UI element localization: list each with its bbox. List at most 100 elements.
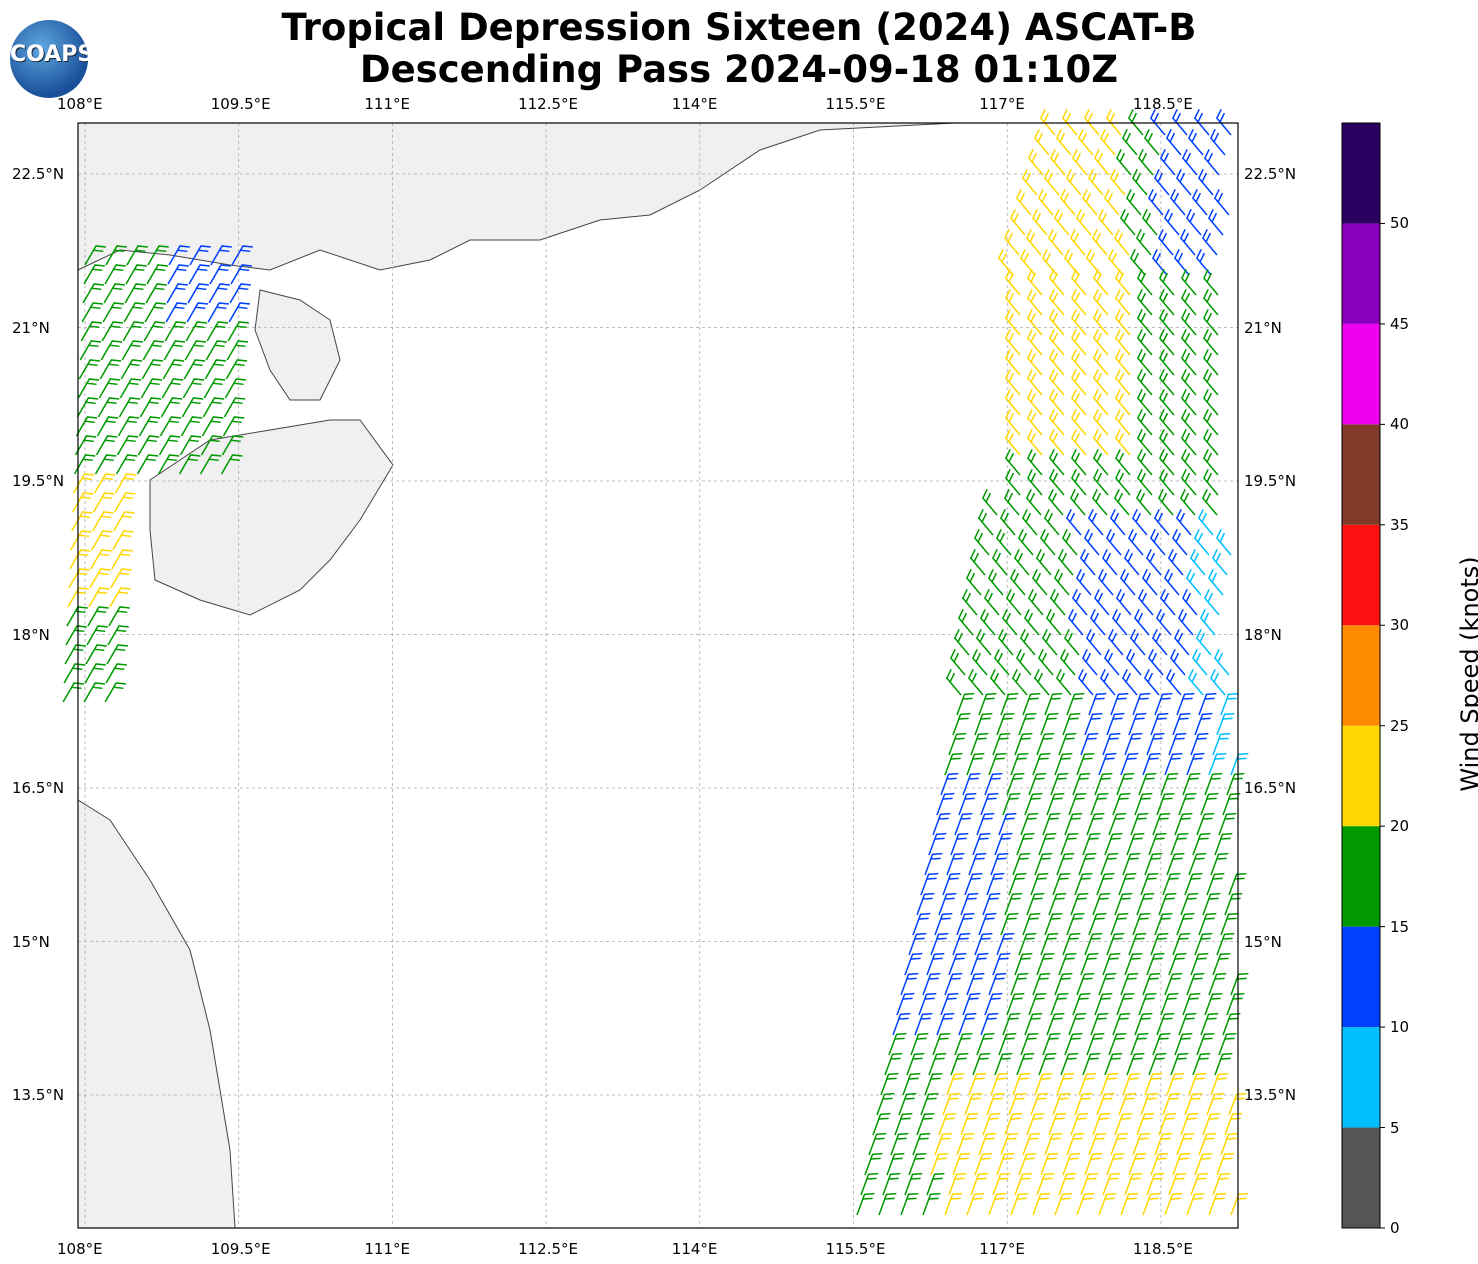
wind-barb [978,1132,997,1156]
wind-barb [1186,752,1205,776]
wind-barb [1181,148,1198,176]
wind-barb [1178,1012,1197,1036]
wind-barb [1198,692,1217,716]
wind-barb [1114,328,1131,356]
wind-barb [101,321,124,342]
wind-barb [1136,892,1155,916]
wind-barb [988,972,1007,996]
wind-barb [965,568,982,596]
wind-barb [1024,792,1043,816]
wind-barb [62,682,85,703]
wind-barb [1129,628,1146,656]
wind-barb [992,952,1011,976]
wind-barb [1175,508,1192,536]
lon-tick-label: 112.5°E [518,1240,579,1258]
wind-barb [1214,832,1233,856]
wind-barb [1092,388,1109,416]
wind-barb [1165,668,1182,696]
wind-barb [1033,128,1050,156]
wind-barb [1082,832,1101,856]
lon-tick-label: 112.5°E [518,95,579,113]
wind-barb [210,245,232,266]
wind-barb [1032,972,1051,996]
wind-barb [1037,188,1054,216]
wind-barb [1135,228,1152,256]
wind-barb [952,1152,971,1176]
wind-barb [1147,648,1164,676]
wind-barb [982,1112,1001,1136]
wind-barb [1158,348,1175,376]
lat-tick-label: 22.5°N [1244,165,1297,183]
wind-barb [1092,448,1109,476]
colorbar-tick-label: 15 [1390,917,1410,936]
wind-barb [1114,348,1131,376]
wind-barb [1204,772,1223,796]
wind-barb [924,852,943,876]
lon-tick-label: 118.5°E [1132,1240,1193,1258]
wind-barb [998,812,1017,836]
wind-barb [930,932,949,956]
wind-barb [932,812,951,836]
wind-barb [1215,528,1232,556]
wind-barb [1091,228,1108,256]
wind-barb [120,359,143,380]
wind-barb [1146,952,1165,976]
wind-barb [1048,308,1065,336]
wind-barb [953,628,970,656]
wind-barb [924,1072,943,1096]
wind-barb [1061,108,1078,136]
wind-barb [114,492,136,513]
wind-barb [1173,628,1190,656]
wind-barb [1056,852,1075,876]
landmass-0 [77,122,956,271]
wind-barb [1008,872,1027,896]
wind-barb [1047,488,1064,516]
wind-barb [1202,468,1219,496]
wind-barb [1005,588,1022,616]
wind-barb [1053,208,1070,236]
wind-barb [1112,1012,1131,1036]
wind-barb [1100,852,1119,876]
wind-barb [1094,992,1113,1016]
wind-barb [199,454,222,475]
wind-barb [1080,952,1099,976]
wind-barb [74,435,97,456]
wind-barb [1038,832,1057,856]
lat-tick-label: 13.5°N [12,1086,65,1104]
wind-barb [1152,812,1171,836]
wind-barb [898,1092,917,1116]
wind-barb [1070,448,1087,476]
wind-barb [1075,208,1092,236]
wind-barb [201,416,224,437]
wind-barb [1036,1172,1055,1196]
wind-barb [1084,1152,1103,1176]
wind-barb [186,302,209,323]
wind-barb [1130,1032,1149,1056]
wind-barb [1134,792,1153,816]
wind-barb [1199,608,1216,636]
wind-barb [1180,428,1197,456]
wind-barb [1120,972,1139,996]
wind-barb [1043,168,1060,196]
wind-barb [1087,168,1104,196]
wind-barb [119,378,142,399]
wind-barb [1012,1072,1031,1096]
wind-barb [1136,328,1153,356]
wind-barb [1032,1192,1051,1216]
wind-barb [1041,628,1058,656]
lon-tick-label: 115.5°E [825,1240,886,1258]
wind-barb [996,932,1015,956]
wind-barb [1003,488,1020,516]
colorbar-tick-label: 20 [1390,817,1410,836]
wind-barb [1122,1072,1141,1096]
wind-barb [84,245,106,266]
wind-barb [1145,548,1162,576]
wind-barb [1195,248,1212,276]
wind-barb [1114,428,1131,456]
wind-barb [1193,528,1210,556]
wind-barb [1186,972,1205,996]
wind-barb [1116,772,1135,796]
wind-barb [1001,608,1018,636]
wind-barb [1216,1152,1235,1176]
wind-barb [1058,732,1077,756]
